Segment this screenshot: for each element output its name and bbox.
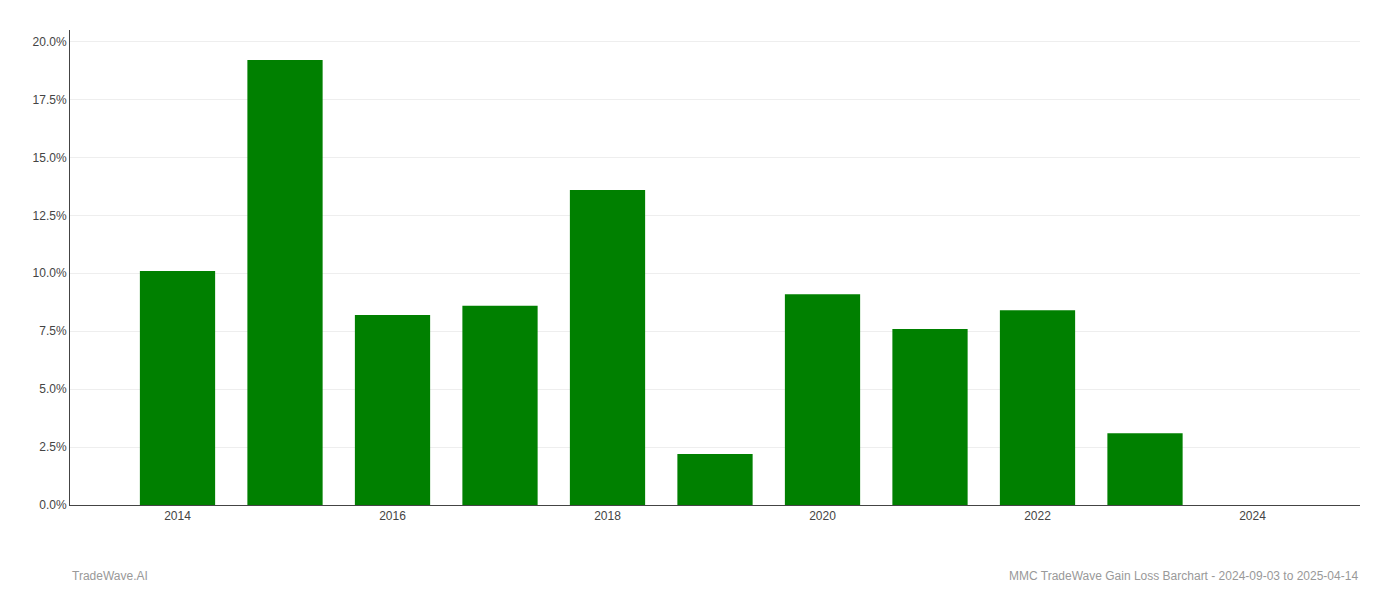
svg-text:15.0%: 15.0% (33, 151, 67, 165)
svg-text:MMC TradeWave Gain Loss Barcha: MMC TradeWave Gain Loss Barchart - 2024-… (1009, 569, 1358, 583)
svg-text:TradeWave.AI: TradeWave.AI (72, 569, 148, 583)
svg-text:2020: 2020 (809, 509, 836, 523)
svg-text:2014: 2014 (164, 509, 191, 523)
svg-text:2016: 2016 (379, 509, 406, 523)
svg-text:0.0%: 0.0% (39, 498, 67, 512)
svg-text:2022: 2022 (1024, 509, 1051, 523)
svg-text:7.5%: 7.5% (39, 324, 67, 338)
svg-text:12.5%: 12.5% (33, 209, 67, 223)
svg-text:2024: 2024 (1239, 509, 1266, 523)
svg-text:2.5%: 2.5% (39, 440, 67, 454)
svg-text:10.0%: 10.0% (33, 266, 67, 280)
svg-text:5.0%: 5.0% (39, 382, 67, 396)
svg-text:17.5%: 17.5% (33, 93, 67, 107)
svg-text:20.0%: 20.0% (33, 35, 67, 49)
svg-text:2018: 2018 (594, 509, 621, 523)
